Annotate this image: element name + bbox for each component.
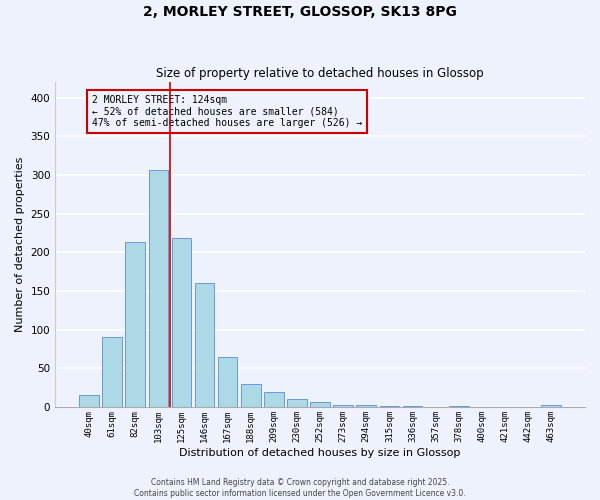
Bar xyxy=(287,399,307,407)
Bar xyxy=(380,406,399,407)
Bar xyxy=(125,242,145,407)
Bar xyxy=(241,384,260,407)
Title: Size of property relative to detached houses in Glossop: Size of property relative to detached ho… xyxy=(156,66,484,80)
Bar xyxy=(172,238,191,407)
Bar xyxy=(149,170,168,407)
Bar xyxy=(356,406,376,407)
Bar xyxy=(218,356,238,407)
Bar xyxy=(264,392,284,407)
Bar xyxy=(541,406,561,407)
Text: Contains HM Land Registry data © Crown copyright and database right 2025.
Contai: Contains HM Land Registry data © Crown c… xyxy=(134,478,466,498)
Bar xyxy=(334,404,353,407)
Bar xyxy=(403,406,422,407)
Text: 2, MORLEY STREET, GLOSSOP, SK13 8PG: 2, MORLEY STREET, GLOSSOP, SK13 8PG xyxy=(143,5,457,19)
Bar xyxy=(103,338,122,407)
Text: 2 MORLEY STREET: 124sqm
← 52% of detached houses are smaller (584)
47% of semi-d: 2 MORLEY STREET: 124sqm ← 52% of detache… xyxy=(92,95,362,128)
Y-axis label: Number of detached properties: Number of detached properties xyxy=(15,157,25,332)
Bar xyxy=(310,402,330,407)
Bar xyxy=(195,283,214,407)
Bar xyxy=(79,396,99,407)
X-axis label: Distribution of detached houses by size in Glossop: Distribution of detached houses by size … xyxy=(179,448,461,458)
Bar xyxy=(449,406,469,407)
